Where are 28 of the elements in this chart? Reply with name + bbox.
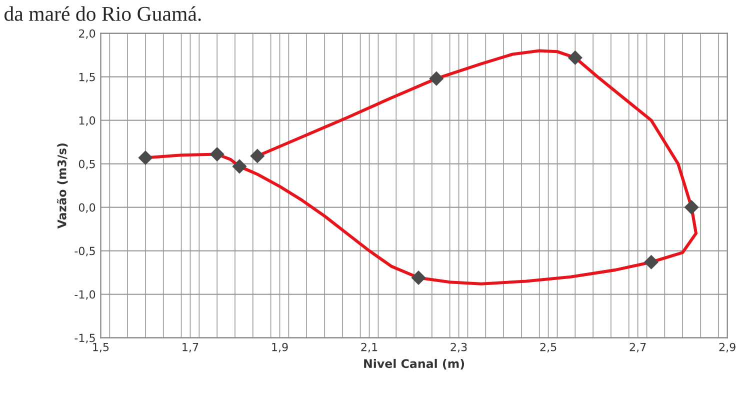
y-tick-label: 1,0 — [79, 116, 96, 126]
point — [250, 148, 265, 164]
point — [411, 270, 426, 286]
y-axis-title: Vazão (m3/s) — [56, 144, 68, 229]
point — [568, 50, 582, 65]
point — [232, 159, 247, 174]
y-tick-label: 2,0 — [78, 29, 96, 39]
x-tick-label: 2,7 — [630, 342, 646, 352]
point — [684, 200, 699, 215]
x-tick-label: 2,3 — [450, 342, 467, 352]
y-tick-label: -0,5 — [74, 246, 95, 256]
point — [429, 71, 444, 86]
y-tick-label: 1,5 — [79, 72, 95, 82]
x-tick-label: 2,9 — [719, 342, 736, 352]
point — [138, 150, 153, 166]
y-tick-label: 0,0 — [78, 203, 96, 213]
y-tick-label: 0,5 — [78, 160, 95, 170]
y-tick-label: -1,5 — [74, 334, 95, 344]
point — [210, 146, 224, 162]
chart-title: da maré do Rio Guamá. — [4, 6, 201, 22]
x-tick-label: 1,9 — [272, 342, 288, 352]
x-tick-label: 2,5 — [540, 342, 556, 352]
y-tick-label: -1,0 — [74, 290, 96, 300]
point — [644, 254, 659, 270]
x-tick-label: 1,7 — [182, 342, 198, 352]
x-tick-label: 1,5 — [93, 342, 109, 352]
x-axis-title: Nivel Canal (m) — [364, 358, 464, 370]
x-tick-label: 2,1 — [361, 342, 378, 352]
